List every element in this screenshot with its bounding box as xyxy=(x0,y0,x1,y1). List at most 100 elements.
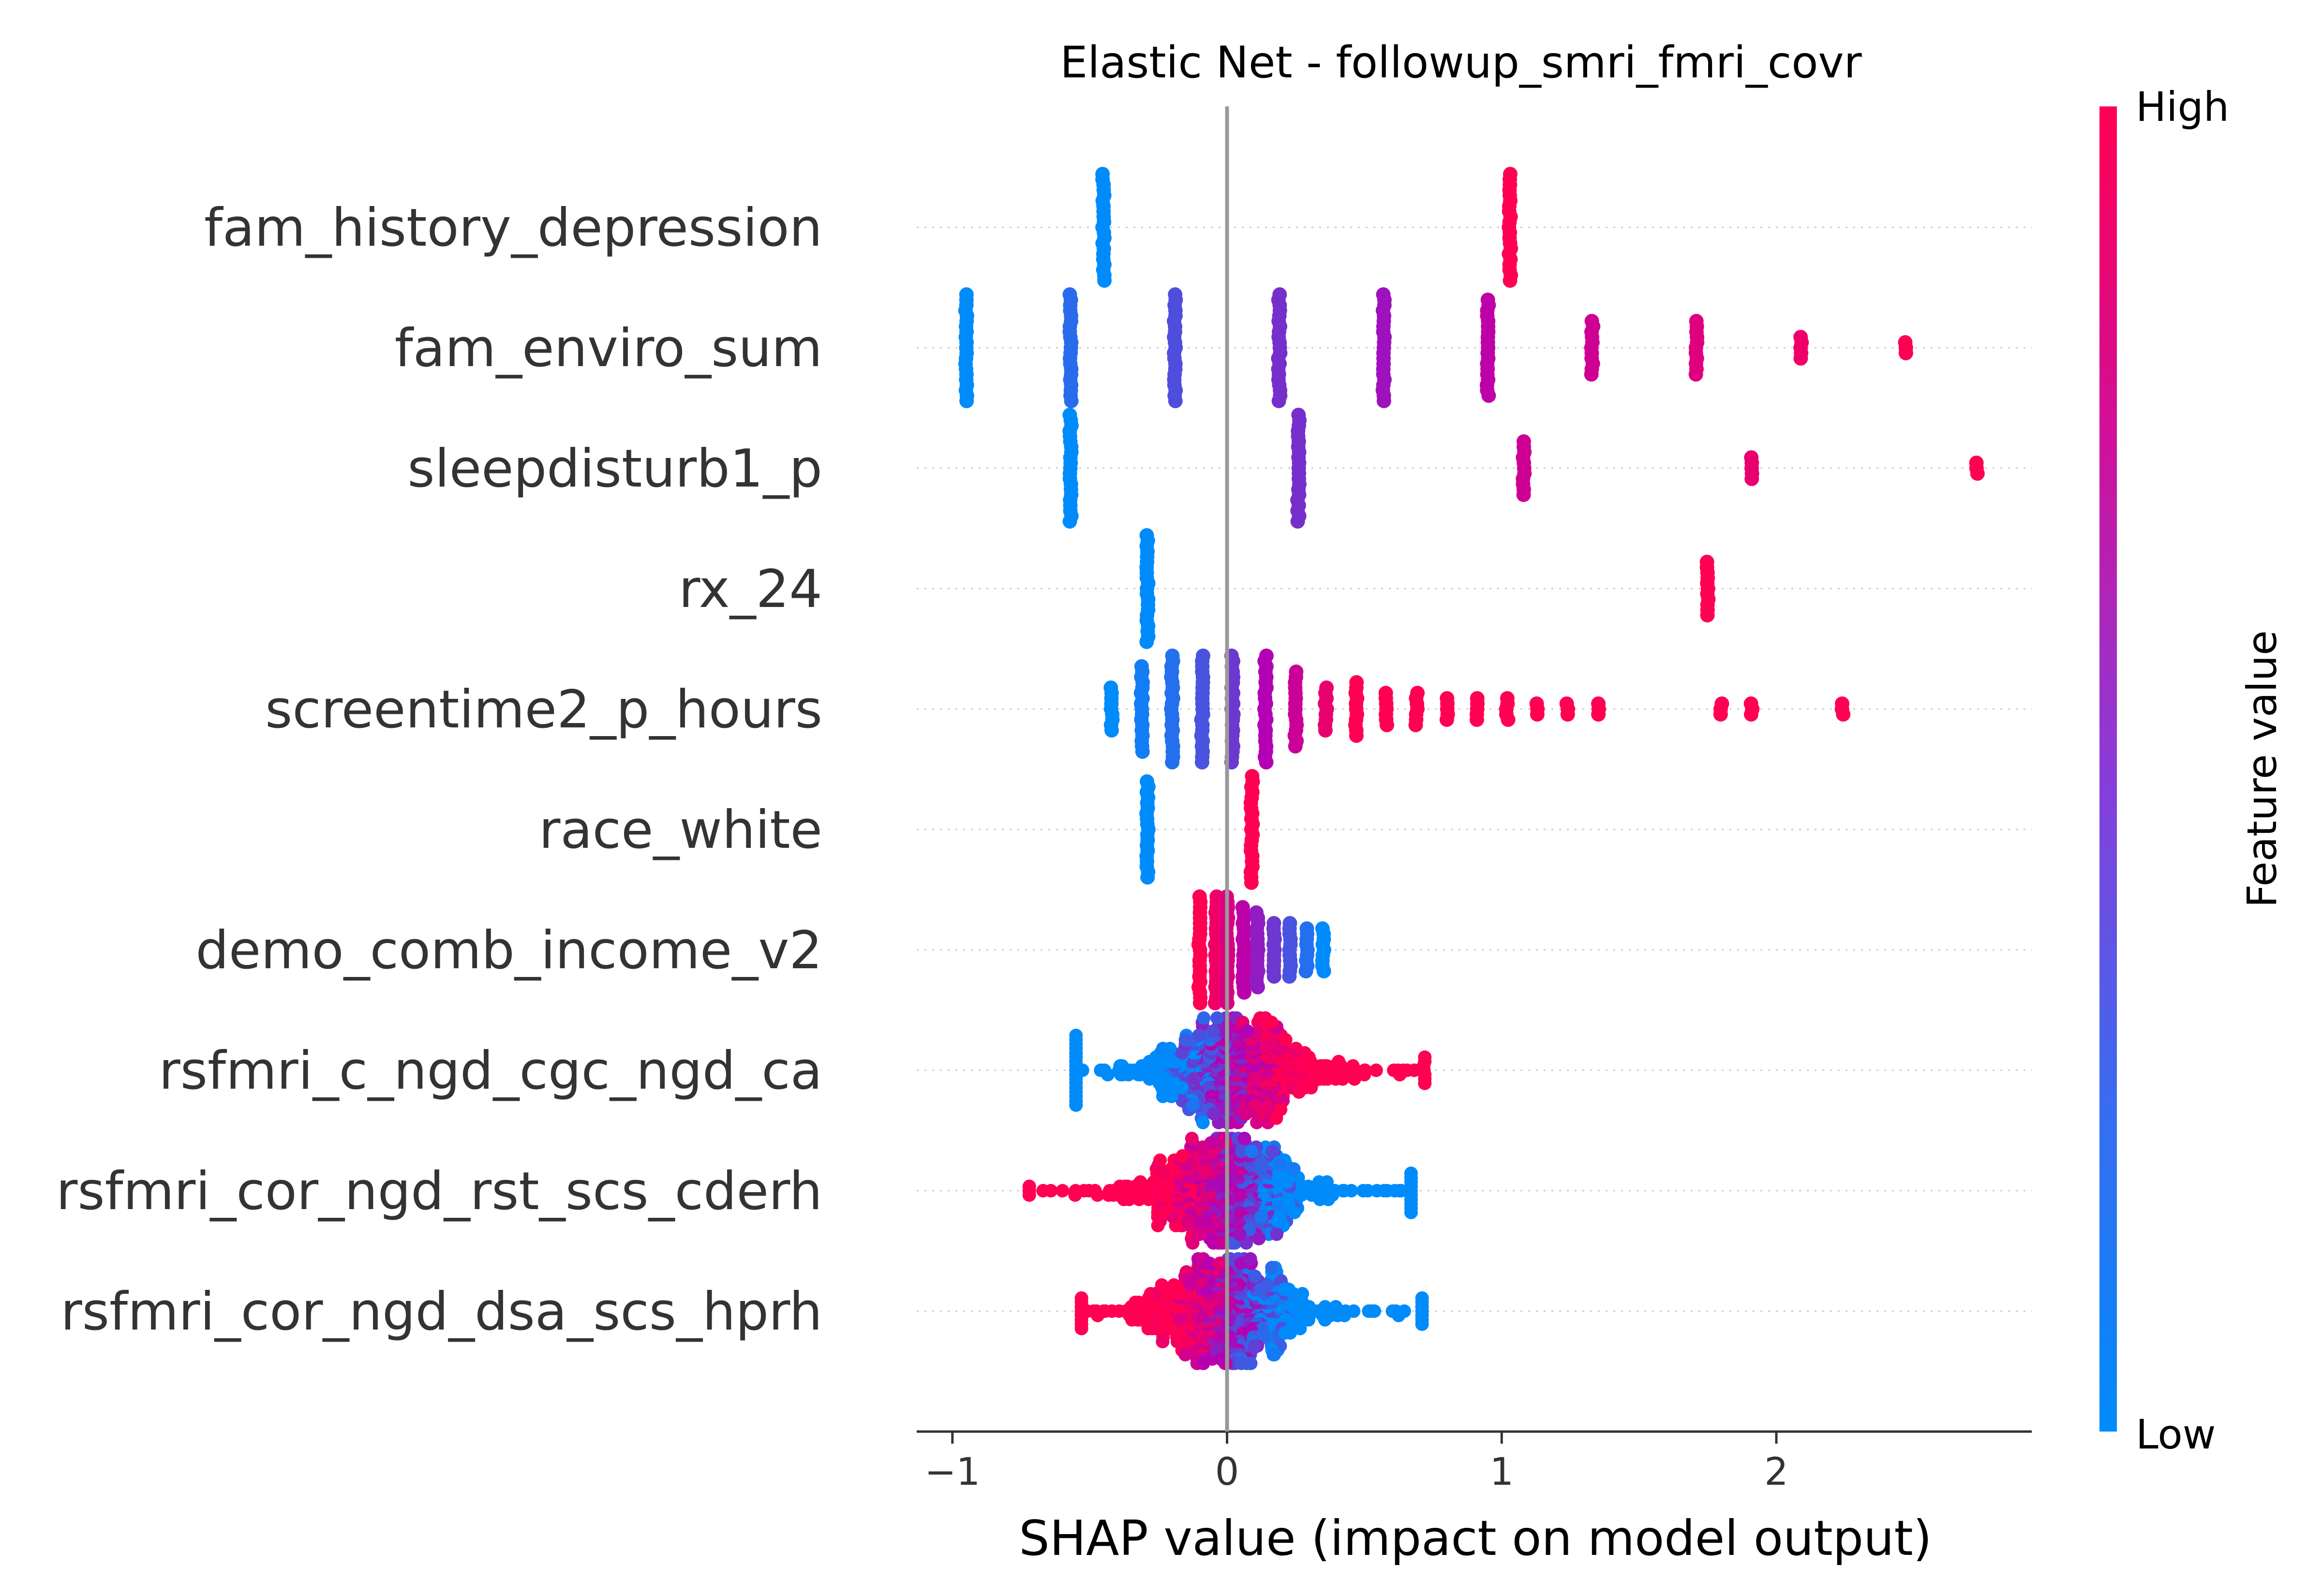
shap-point xyxy=(1336,1184,1350,1197)
shap-point xyxy=(1178,1348,1192,1361)
shap-point xyxy=(1501,712,1516,727)
shap-point xyxy=(1156,1090,1170,1103)
shap-point xyxy=(1133,1175,1147,1189)
shap-point xyxy=(1376,394,1391,408)
shap-point xyxy=(1239,1107,1253,1121)
shap-point xyxy=(1252,1232,1266,1245)
feature-rows xyxy=(917,167,2032,1370)
shap-point xyxy=(959,394,974,408)
feature-label: fam_enviro_sum xyxy=(395,318,822,379)
shap-point xyxy=(1279,1033,1293,1047)
shap-point xyxy=(1271,394,1286,408)
shap-point xyxy=(1168,394,1183,408)
shap-point xyxy=(1269,1227,1283,1241)
shap-point xyxy=(1503,273,1518,288)
shap-point xyxy=(1898,346,1913,360)
shap-point xyxy=(1274,1103,1288,1116)
shap-point xyxy=(1235,1357,1249,1370)
shap-point xyxy=(1193,1227,1207,1241)
shap-point xyxy=(1316,964,1331,978)
shap-point xyxy=(1243,1252,1257,1266)
shap-point xyxy=(1591,707,1606,722)
shap-point xyxy=(1056,1184,1070,1197)
shap-point xyxy=(1194,755,1209,769)
shap-point xyxy=(1069,1029,1083,1042)
shap-point xyxy=(1415,1317,1429,1331)
shap-point xyxy=(1261,1278,1275,1292)
shap-point xyxy=(1199,1352,1213,1366)
shap-point xyxy=(1273,1158,1287,1171)
shap-point xyxy=(1196,1116,1210,1129)
feature-row xyxy=(1062,408,1985,529)
shap-point xyxy=(1207,996,1222,1010)
shap-point xyxy=(1295,1287,1310,1300)
shap-point xyxy=(1257,1103,1271,1116)
shap-point xyxy=(1318,1300,1332,1314)
shap-point xyxy=(1329,1300,1343,1314)
shap-point xyxy=(1183,1274,1197,1287)
colorbar xyxy=(2099,106,2117,1432)
feature-row xyxy=(958,287,1913,408)
feature-row xyxy=(1139,528,1716,649)
shap-point xyxy=(1257,1029,1271,1042)
shap-point xyxy=(1281,1283,1295,1296)
shap-point xyxy=(1244,875,1259,890)
shap-point xyxy=(1700,608,1715,622)
shap-point xyxy=(1439,712,1454,727)
shap-point xyxy=(1233,1227,1247,1241)
shap-point xyxy=(1364,1304,1378,1318)
shap-point xyxy=(1318,723,1333,738)
shap-point xyxy=(1113,1059,1127,1073)
x-tick-label: −1 xyxy=(924,1450,980,1494)
shap-point xyxy=(1349,728,1364,743)
shap-point xyxy=(1022,1180,1036,1193)
shap-point xyxy=(1207,1107,1221,1121)
shap-point xyxy=(1265,1016,1279,1029)
shap-point xyxy=(1418,1077,1432,1090)
shap-point xyxy=(1418,1050,1432,1064)
shap-point xyxy=(1248,1339,1262,1353)
x-tick-label: 1 xyxy=(1489,1450,1514,1494)
shap-point xyxy=(1287,1046,1301,1060)
shap-point xyxy=(1743,707,1758,722)
shap-point xyxy=(1137,1309,1151,1322)
shap-point xyxy=(1192,1029,1206,1042)
feature-row xyxy=(1191,889,1331,1010)
feature-row xyxy=(1095,167,1518,288)
shap-point xyxy=(1088,1184,1102,1197)
shap-point xyxy=(1210,1011,1224,1025)
feature-label: sleepdisturb1_p xyxy=(407,439,822,499)
shap-point xyxy=(1170,1335,1184,1348)
feature-label: rsfmri_c_ngd_cgc_ngd_ca xyxy=(159,1041,822,1101)
shap-point xyxy=(1404,1206,1418,1219)
shap-point xyxy=(1062,514,1077,529)
shap-point xyxy=(1125,1313,1139,1327)
shap-point xyxy=(1266,969,1281,984)
shap-point xyxy=(1318,1313,1332,1327)
shap-point xyxy=(1397,1304,1411,1318)
shap-point xyxy=(1288,1317,1302,1331)
shap-point xyxy=(1265,1145,1279,1158)
shap-point xyxy=(1104,723,1119,738)
shap-point xyxy=(1197,1011,1211,1025)
shap-point xyxy=(1074,1322,1088,1335)
shap-point xyxy=(1970,466,1985,481)
shap-point xyxy=(1094,1064,1108,1077)
shap-point xyxy=(1325,1188,1340,1202)
shap-point xyxy=(1407,1064,1421,1077)
shap-point xyxy=(1091,1309,1105,1322)
shap-point xyxy=(1361,1184,1375,1197)
colorbar-axis-label: Feature value xyxy=(2238,630,2286,908)
feature-row xyxy=(1103,649,1851,769)
shap-point xyxy=(1213,1256,1227,1270)
shap-point xyxy=(1481,388,1496,403)
shap-point xyxy=(1325,1064,1340,1077)
shap-point xyxy=(1240,1024,1254,1038)
shap-point xyxy=(1157,1206,1171,1219)
shap-point xyxy=(1304,1081,1318,1094)
shap-point xyxy=(1235,1145,1249,1158)
shap-point xyxy=(1186,1098,1200,1112)
shap-point xyxy=(1044,1184,1058,1197)
feature-label: screentime2_p_hours xyxy=(265,680,822,740)
